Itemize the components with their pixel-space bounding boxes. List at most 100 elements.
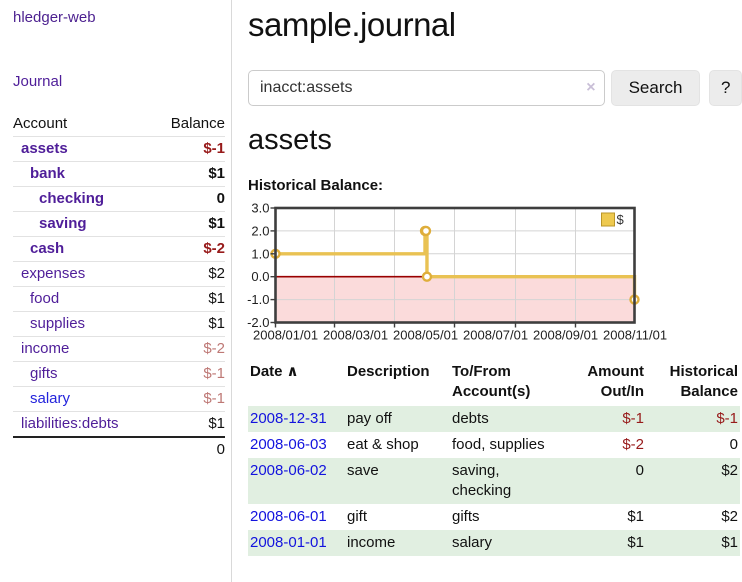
journal-balance: $1 [721,534,738,551]
journal-date-link[interactable]: 2008-06-03 [250,436,327,453]
account-link-food[interactable]: food [30,290,60,307]
journal-description: pay off [347,410,392,427]
account-link-gifts[interactable]: gifts [30,365,58,382]
account-balance: $-1 [153,136,225,162]
journal-column-header[interactable]: Description [347,363,430,380]
journal-amount: $-2 [622,436,644,453]
accounts-total-balance: 0 [153,436,225,462]
account-balance: $1 [153,311,225,337]
y-axis-label: 2.0 [251,223,269,238]
journal-date-link[interactable]: 2008-06-02 [250,462,327,479]
journal-date-cell: 2008-06-01 [248,504,345,530]
account-row: supplies $1 [13,311,225,337]
account-name-cell: cash [13,236,154,262]
data-point-marker [420,225,432,237]
legend-label: $ [617,212,625,227]
account-name-cell: gifts [13,361,154,387]
journal-column-header[interactable]: Amount Out/In [587,363,644,400]
journal-amount: $1 [627,534,644,551]
account-row: saving $1 [13,211,225,237]
account-name-cell: supplies [13,311,154,337]
account-name-cell: income [13,336,154,362]
journal-balance: $-1 [716,410,738,427]
account-link-expenses[interactable]: expenses [21,265,86,282]
journal-amount: $1 [627,508,644,525]
x-axis-label: 2008/01/01 [253,328,318,343]
account-row: checking 0 [13,186,225,212]
balance-column-header: Balance [170,115,225,132]
account-link-checking[interactable]: checking [39,190,105,207]
brand-link[interactable]: hledger-web [13,9,96,26]
journal-amount: 0 [635,462,644,479]
search-input[interactable] [248,70,605,106]
x-axis-label: 2008/09/01 [533,328,598,343]
account-name-cell: food [13,286,154,312]
journal-date-link[interactable]: 2008-12-31 [250,410,327,427]
account-row: cash $-2 [13,236,225,262]
help-button[interactable]: ? [709,70,742,106]
account-link-saving[interactable]: saving [39,215,87,232]
journal-column-header[interactable]: To/From Account(s) [452,363,531,400]
account-balance: $-1 [153,386,225,412]
search-form: × Search ? [248,70,742,106]
data-point-marker [421,271,433,282]
chart-title: Historical Balance: [248,177,384,194]
clear-icon[interactable]: × [586,79,596,96]
account-link-supplies[interactable]: supplies [30,315,86,332]
account-link-bank[interactable]: bank [30,165,66,182]
account-balance: $2 [153,261,225,287]
journal-balance: $2 [721,462,738,479]
journal-column-header[interactable]: Historical Balance [669,363,738,400]
journal-table: Date ∧ Description To/From Account(s) Amount O… [248,360,740,556]
sort-asc-icon: ∧ [286,363,299,380]
account-balance: $1 [153,286,225,312]
account-row: expenses $2 [13,261,225,287]
y-axis-label: 1.0 [251,246,269,261]
journal-row: 2008-06-02 save saving, checking 0 $2 [248,458,740,504]
accounts-total-row: 0 [13,436,225,462]
journal-accounts: debts [452,410,489,427]
y-axis-label: 3.0 [251,201,269,216]
x-axis-label: 2008/11/01 [603,328,667,343]
account-name-cell: expenses [13,261,154,287]
account-row: income $-2 [13,336,225,362]
account-name-cell: checking [13,186,154,212]
x-axis-label: 2008/07/01 [463,328,528,343]
account-row: bank $1 [13,161,225,187]
journal-description: eat & shop [347,436,419,453]
account-balance: 0 [153,186,225,212]
account-balance: $-2 [153,236,225,262]
journal-header-row: Date ∧ Description To/From Account(s) Amount O… [248,360,740,406]
journal-description: income [347,534,396,551]
sidebar-item-journal[interactable]: Journal [13,73,63,90]
account-name-cell: bank [13,161,154,187]
journal-accounts: food, supplies [452,436,545,453]
legend-swatch [601,212,615,227]
account-link-cash[interactable]: cash [30,240,65,257]
x-axis-label: 2008/05/01 [393,328,458,343]
account-row: assets $-1 [13,136,225,162]
accounts-header-row: Account Balance [13,112,225,137]
account-link-salary[interactable]: salary [30,390,71,407]
account-balance: $1 [153,411,225,437]
y-axis-label: -1.0 [247,292,269,307]
journal-accounts: salary [452,534,493,551]
search-input-wrapper: × [248,70,605,106]
journal-row: 2008-12-31 pay off debts $-1 $-1 [248,406,740,432]
journal-amount: $-1 [622,410,644,427]
search-button[interactable]: Search [610,70,701,106]
accounts-table: Account Balance assets $-1 bank $1 checking 0… [13,112,225,462]
journal-date-link[interactable]: 2008-06-01 [250,508,327,525]
account-link-assets[interactable]: assets [21,140,68,157]
sidebar: hledger-web Journal Account Balance asse… [0,0,232,582]
account-row: gifts $-1 [13,361,225,387]
page-title: sample.journal [248,6,456,43]
journal-balance: $2 [721,508,738,525]
y-axis-label: 0.0 [251,269,269,284]
account-link-income[interactable]: income [21,340,70,357]
account-link-liabilities:debts[interactable]: liabilities:debts [21,415,119,432]
journal-date-link[interactable]: 2008-01-01 [250,534,327,551]
journal-column-header[interactable]: Date ∧ [250,363,299,380]
account-name-cell: salary [13,386,154,412]
